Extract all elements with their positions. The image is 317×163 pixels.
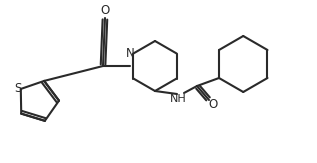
Text: NH: NH — [170, 94, 186, 104]
Text: O: O — [208, 98, 218, 111]
Text: O: O — [100, 5, 110, 17]
Text: S: S — [14, 82, 22, 96]
Text: N: N — [126, 47, 135, 60]
